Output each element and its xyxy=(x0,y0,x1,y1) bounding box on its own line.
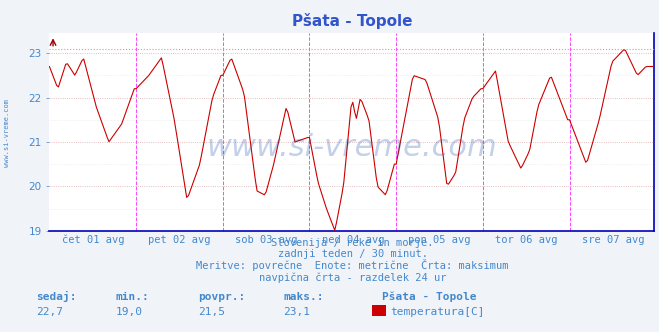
Text: sedaj:: sedaj: xyxy=(36,291,76,302)
Text: temperatura[C]: temperatura[C] xyxy=(390,307,484,317)
Text: Pšata - Topole: Pšata - Topole xyxy=(382,292,476,302)
Text: min.:: min.: xyxy=(115,292,149,302)
Text: 21,5: 21,5 xyxy=(198,307,225,317)
Text: 23,1: 23,1 xyxy=(283,307,310,317)
Text: navpična črta - razdelek 24 ur: navpična črta - razdelek 24 ur xyxy=(259,272,446,283)
Text: maks.:: maks.: xyxy=(283,292,324,302)
Text: zadnji teden / 30 minut.: zadnji teden / 30 minut. xyxy=(277,249,428,259)
Title: Pšata - Topole: Pšata - Topole xyxy=(292,13,412,29)
Text: 19,0: 19,0 xyxy=(115,307,142,317)
Text: povpr.:: povpr.: xyxy=(198,292,245,302)
Text: 22,7: 22,7 xyxy=(36,307,63,317)
Text: www.si-vreme.com: www.si-vreme.com xyxy=(3,99,10,167)
Text: Slovenija / reke in morje.: Slovenija / reke in morje. xyxy=(272,238,434,248)
Text: Meritve: povrečne  Enote: metrične  Črta: maksimum: Meritve: povrečne Enote: metrične Črta: … xyxy=(196,259,509,271)
Text: www.si-vreme.com: www.si-vreme.com xyxy=(206,133,498,162)
